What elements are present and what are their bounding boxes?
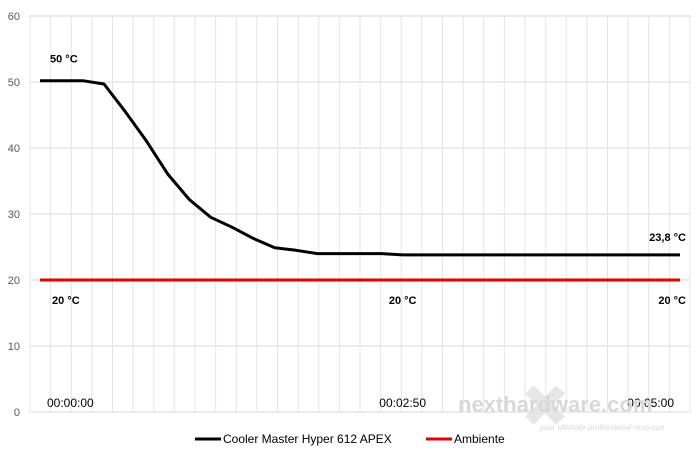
data-label: 20 °C	[389, 295, 417, 307]
y-tick-label: 30	[8, 209, 20, 221]
y-axis-ticks: 0 10 20 30 40 50 60	[8, 11, 20, 419]
y-tick-label: 60	[8, 11, 20, 23]
watermark-tagline: your ultimate professional resource	[539, 423, 665, 432]
y-tick-label: 20	[8, 275, 20, 287]
watermark-brand: nexthardware.com	[458, 392, 652, 417]
y-tick-label: 50	[8, 77, 20, 89]
y-tick-label: 10	[8, 341, 20, 353]
x-axis-ticks: 00:00:00 00:02:50 00:05:00	[47, 396, 674, 410]
legend-label: Ambiente	[454, 432, 505, 446]
data-label: 20 °C	[52, 295, 80, 307]
data-label: 20 °C	[658, 295, 686, 307]
x-tick-label: 00:05:00	[627, 396, 674, 410]
watermark-logo: nexthardware.com your ultimate professio…	[458, 385, 665, 432]
series-lines	[40, 79, 680, 282]
x-tick-label: 00:02:50	[379, 396, 426, 410]
data-label: 23,8 °C	[649, 232, 686, 244]
legend: Cooler Master Hyper 612 APEX Ambiente	[195, 432, 505, 446]
data-labels: 50 °C 23,8 °C 20 °C 20 °C 20 °C	[50, 54, 686, 307]
legend-label: Cooler Master Hyper 612 APEX	[223, 432, 392, 446]
series-line-cooler	[40, 79, 680, 257]
y-tick-label: 0	[14, 407, 20, 419]
x-tick-label: 00:00:00	[47, 396, 94, 410]
y-tick-label: 40	[8, 143, 20, 155]
data-label: 50 °C	[50, 54, 78, 66]
